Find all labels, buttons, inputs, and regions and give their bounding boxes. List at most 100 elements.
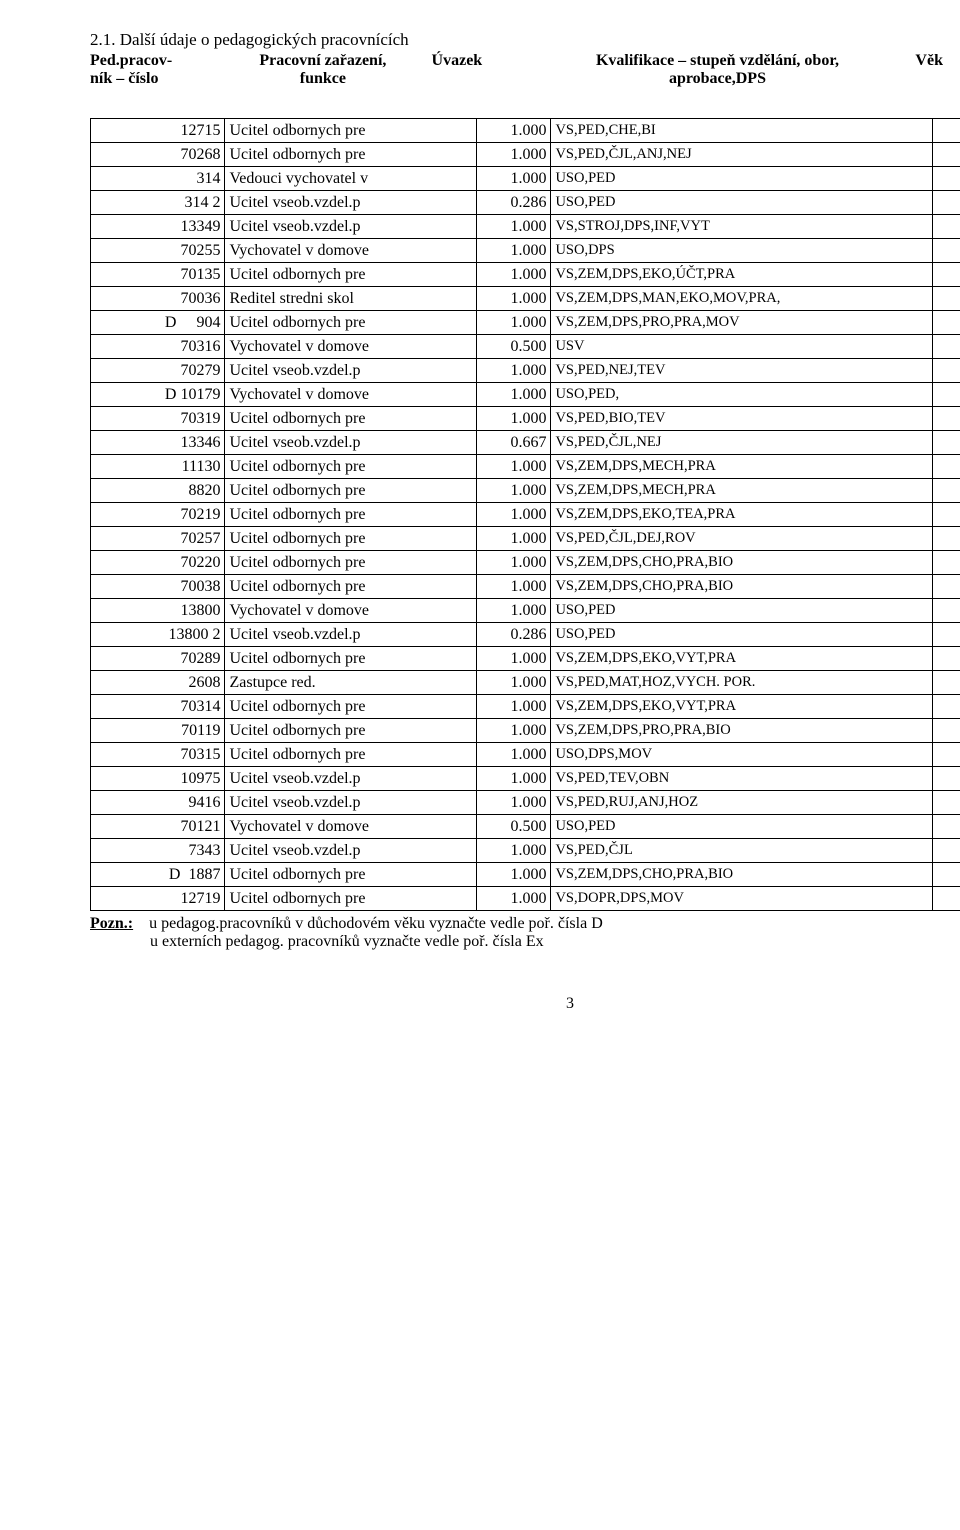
table-row: 10975Ucitel vseob.vzdel.p1.000VS,PED,TEV… (91, 767, 960, 791)
cell: Ucitel odbornych pre (225, 311, 476, 335)
cell: D 10179 (91, 383, 225, 407)
table-row: 13800Vychovatel v domove1.000USO,PED5734 (91, 599, 960, 623)
cell: 70119 (91, 719, 225, 743)
cell: Ucitel odbornych pre (225, 119, 476, 143)
cell: 1.000 (476, 287, 551, 311)
table-row: 314Vedouci vychovatel v1.000USO,PED5834 (91, 167, 960, 191)
cell: 38 (933, 431, 960, 455)
cell: Reditel stredni skol (225, 287, 476, 311)
cell: 1.000 (476, 263, 551, 287)
cell: 55 (933, 479, 960, 503)
hdr-uvazek: Úvazek (432, 52, 520, 106)
table-row: 70121Vychovatel v domove0.500USO,PED3312 (91, 815, 960, 839)
footnote-line2: u externích pedagog. pracovníků vyznačte… (90, 933, 960, 951)
cell: 0.500 (476, 815, 551, 839)
cell: 70036 (91, 287, 225, 311)
cell: VS,DOPR,DPS,MOV (551, 887, 933, 911)
cell: 70289 (91, 647, 225, 671)
cell: VS,PED,ČJL,ANJ,NEJ (551, 143, 933, 167)
cell: 1.000 (476, 383, 551, 407)
table-row: 70036Reditel stredni skol1.000VS,ZEM,DPS… (91, 287, 960, 311)
cell: 62 (933, 383, 960, 407)
cell: Ucitel odbornych pre (225, 407, 476, 431)
cell: 50 (933, 239, 960, 263)
cell: 11130 (91, 455, 225, 479)
cell: 70279 (91, 359, 225, 383)
table-row: 70038Ucitel odbornych pre1.000VS,ZEM,DPS… (91, 575, 960, 599)
cell: 70121 (91, 815, 225, 839)
cell: USV (551, 335, 933, 359)
cell: VS,ZEM,DPS,PRO,PRA,MOV (551, 311, 933, 335)
cell: Ucitel odbornych pre (225, 263, 476, 287)
cell: VS,ZEM,DPS,EKO,ÚČT,PRA (551, 263, 933, 287)
cell: 58 (933, 167, 960, 191)
cell: 1.000 (476, 887, 551, 911)
cell: Ucitel odbornych pre (225, 575, 476, 599)
cell: 1.000 (476, 527, 551, 551)
cell: VS,PED,RUJ,ANJ,HOZ (551, 791, 933, 815)
cell: 57 (933, 599, 960, 623)
cell: Vychovatel v domove (225, 599, 476, 623)
cell: Ucitel vseob.vzdel.p (225, 215, 476, 239)
cell: 0.286 (476, 623, 551, 647)
cell: Ucitel vseob.vzdel.p (225, 839, 476, 863)
cell: 1.000 (476, 215, 551, 239)
cell: VS,PED,NEJ,TEV (551, 359, 933, 383)
cell: 13800 (91, 599, 225, 623)
cell: VS,ZEM,DPS,CHO,PRA,BIO (551, 863, 933, 887)
table-row: 12719Ucitel odbornych pre1.000VS,DOPR,DP… (91, 887, 960, 911)
section-heading: 2.1. Další údaje o pedagogických pracovn… (90, 30, 960, 50)
cell: 1.000 (476, 503, 551, 527)
cell: Ucitel odbornych pre (225, 743, 476, 767)
hdr-funk: Pracovní zařazení, funkce (214, 52, 431, 106)
table-row: 9416Ucitel vseob.vzdel.p1.000VS,PED,RUJ,… (91, 791, 960, 815)
table-row: 70220Ucitel odbornych pre1.000VS,ZEM,DPS… (91, 551, 960, 575)
cell: Ucitel odbornych pre (225, 719, 476, 743)
cell: 47 (933, 839, 960, 863)
cell: 0.667 (476, 431, 551, 455)
table-row: 70316Vychovatel v domove0.500USV3611 (91, 335, 960, 359)
table-row: 12715Ucitel odbornych pre1.000VS,PED,CHE… (91, 119, 960, 143)
cell: 1.000 (476, 407, 551, 431)
cell: 28 (933, 647, 960, 671)
cell: 13800 2 (91, 623, 225, 647)
cell: VS,PED,MAT,HOZ,VYCH. POR. (551, 671, 933, 695)
cell: 70319 (91, 407, 225, 431)
cell: 12715 (91, 119, 225, 143)
cell: VS,STROJ,DPS,INF,VYT (551, 215, 933, 239)
cell: VS,PED,TEV,OBN (551, 767, 933, 791)
page-number: 3 (90, 995, 960, 1013)
cell: 0.286 (476, 191, 551, 215)
cell: 70268 (91, 143, 225, 167)
cell: Ucitel vseob.vzdel.p (225, 431, 476, 455)
cell: Ucitel vseob.vzdel.p (225, 767, 476, 791)
cell: 1.000 (476, 167, 551, 191)
cell: 44 (933, 791, 960, 815)
cell: 31 (933, 143, 960, 167)
table-row: 7343Ucitel vseob.vzdel.p1.000VS,PED,ČJL4… (91, 839, 960, 863)
cell: 70314 (91, 695, 225, 719)
cell: Ucitel vseob.vzdel.p (225, 359, 476, 383)
cell: 40 (933, 359, 960, 383)
cell: VS,ZEM,DPS,EKO,VYT,PRA (551, 695, 933, 719)
cell: 70220 (91, 551, 225, 575)
cell: USO,DPS (551, 239, 933, 263)
cell: 1.000 (476, 311, 551, 335)
cell: 2608 (91, 671, 225, 695)
table-row: 314 2Ucitel vseob.vzdel.p0.286USO,PED582… (91, 191, 960, 215)
table-row: 70255Vychovatel v domove1.000USO,DPS5025 (91, 239, 960, 263)
cell: USO,PED, (551, 383, 933, 407)
cell: Ucitel vseob.vzdel.p (225, 791, 476, 815)
cell: Ucitel vseob.vzdel.p (225, 623, 476, 647)
cell: 47 (933, 407, 960, 431)
cell: Vedouci vychovatel v (225, 167, 476, 191)
table-row: 70257Ucitel odbornych pre1.000VS,PED,ČJL… (91, 527, 960, 551)
cell: USO,PED (551, 815, 933, 839)
cell: 28 (933, 695, 960, 719)
cell: 62 (933, 863, 960, 887)
cell: 1.000 (476, 551, 551, 575)
cell: VS,ZEM,DPS,MECH,PRA (551, 455, 933, 479)
cell: 63 (933, 671, 960, 695)
cell: Vychovatel v domove (225, 383, 476, 407)
cell: D 904 (91, 311, 225, 335)
